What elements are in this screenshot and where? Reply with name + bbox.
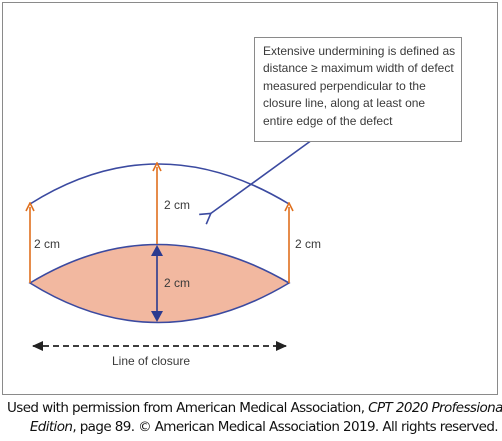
left-measure-label: 2 cm: [34, 237, 60, 251]
callout-line: measured perpendicular to the: [263, 78, 426, 93]
definition-callout: Extensive undermining is defined as dist…: [254, 37, 462, 142]
caption-text-cont: , page 89. © American Medical Associatio…: [72, 419, 498, 435]
callout-line: Extensive undermining is defined as: [263, 44, 456, 58]
center-upper-label: 2 cm: [164, 198, 190, 212]
defect-area: [28, 243, 291, 324]
callout-line: entire edge of the defect: [263, 113, 393, 128]
center-lower-label: 2 cm: [164, 276, 190, 290]
right-measure-label: 2 cm: [295, 237, 321, 251]
caption-title-cont: Edition: [29, 419, 73, 435]
line-of-closure-label: Line of closure: [112, 354, 190, 368]
caption-title: CPT 2020 Professional: [368, 400, 502, 416]
callout-line: closure line, along at least one: [263, 96, 426, 111]
callout-line: distance ≥ maximum width of defect: [263, 61, 454, 76]
caption-text: Used with permission from American Medic…: [7, 400, 369, 416]
callout-pointer-arrow: [199, 139, 313, 225]
figure-caption: Used with permission from American Medic…: [0, 399, 502, 437]
